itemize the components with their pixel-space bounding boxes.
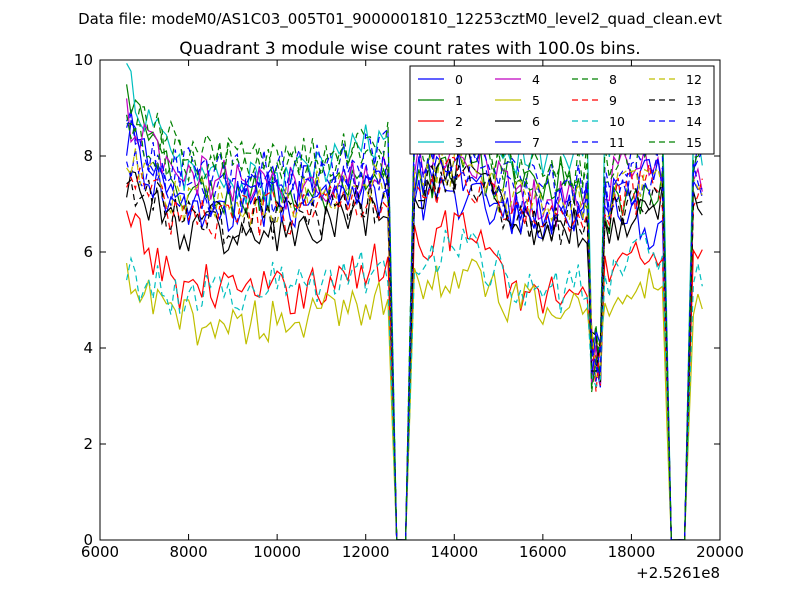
y-tick-label: 10 [74,51,93,69]
y-tick-label: 8 [83,147,93,165]
legend-label-14: 14 [686,114,702,129]
figure-suptitle: Data file: modeM0/AS1C03_005T01_90000018… [78,10,722,29]
x-tick-label: 16000 [519,543,567,561]
series-line-13 [126,162,703,540]
x-tick-label: 8000 [169,543,207,561]
x-tick-label: 6000 [81,543,119,561]
series-line-14 [126,104,703,540]
legend-label-8: 8 [609,72,617,87]
series-line-12 [126,138,703,540]
legend-label-15: 15 [686,135,702,150]
legend-label-12: 12 [686,72,702,87]
chart-title: Quadrant 3 module wise count rates with … [179,39,640,59]
x-tick-label: 10000 [253,543,301,561]
legend-label-6: 6 [532,114,540,129]
legend-label-2: 2 [455,114,463,129]
y-tick-label: 4 [83,339,93,357]
legend-box [409,65,715,155]
y-tick-label: 2 [83,435,93,453]
x-tick-label: 14000 [430,543,478,561]
x-tick-label: 18000 [608,543,656,561]
legend-label-0: 0 [455,72,463,87]
y-tick-label: 6 [83,243,93,261]
axes-layer: 6000 8000 10000 12000 14000 16000 18000 20000 0 2… [74,51,744,561]
legend-label-13: 13 [686,93,702,108]
legend-label-4: 4 [532,72,540,87]
x-offset-label: +2.5261e8 [636,564,720,582]
legend-label-5: 5 [532,93,540,108]
legend-label-1: 1 [455,93,463,108]
y-tick-label: 0 [83,531,93,549]
plot-frame [99,59,721,541]
legend-label-11: 11 [609,135,625,150]
series-line-10 [126,228,703,540]
x-tick-label: 12000 [342,543,390,561]
legend-label-7: 7 [532,135,540,150]
legend-label-10: 10 [609,114,625,129]
x-tick-label: 20000 [696,543,744,561]
series-line-5 [126,258,703,540]
legend-label-3: 3 [455,135,463,150]
legend-label-9: 9 [609,93,617,108]
series-line-2 [126,210,703,540]
